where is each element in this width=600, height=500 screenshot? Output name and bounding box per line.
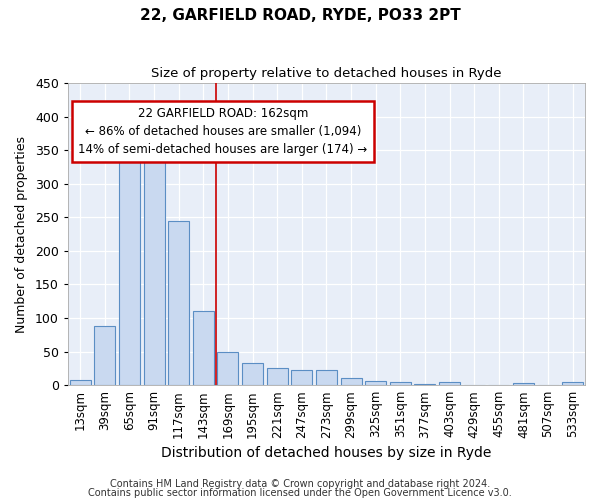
Bar bbox=[513, 383, 534, 385]
X-axis label: Distribution of detached houses by size in Ryde: Distribution of detached houses by size … bbox=[161, 446, 491, 460]
Bar bbox=[267, 368, 287, 385]
Bar bbox=[70, 380, 91, 385]
Text: 22, GARFIELD ROAD, RYDE, PO33 2PT: 22, GARFIELD ROAD, RYDE, PO33 2PT bbox=[140, 8, 460, 22]
Bar bbox=[119, 157, 140, 385]
Bar bbox=[390, 382, 411, 385]
Text: Contains public sector information licensed under the Open Government Licence v3: Contains public sector information licen… bbox=[88, 488, 512, 498]
Text: Contains HM Land Registry data © Crown copyright and database right 2024.: Contains HM Land Registry data © Crown c… bbox=[110, 479, 490, 489]
Bar bbox=[365, 381, 386, 385]
Bar bbox=[341, 378, 362, 385]
Bar bbox=[562, 382, 583, 385]
Bar bbox=[439, 382, 460, 385]
Bar bbox=[143, 160, 164, 385]
Bar bbox=[292, 370, 312, 385]
Bar bbox=[94, 326, 115, 385]
Bar bbox=[217, 352, 238, 385]
Bar bbox=[193, 312, 214, 385]
Bar bbox=[168, 220, 189, 385]
Bar bbox=[316, 370, 337, 385]
Bar bbox=[415, 384, 436, 385]
Y-axis label: Number of detached properties: Number of detached properties bbox=[15, 136, 28, 332]
Bar bbox=[242, 363, 263, 385]
Title: Size of property relative to detached houses in Ryde: Size of property relative to detached ho… bbox=[151, 68, 502, 80]
Text: 22 GARFIELD ROAD: 162sqm
← 86% of detached houses are smaller (1,094)
14% of sem: 22 GARFIELD ROAD: 162sqm ← 86% of detach… bbox=[79, 107, 368, 156]
